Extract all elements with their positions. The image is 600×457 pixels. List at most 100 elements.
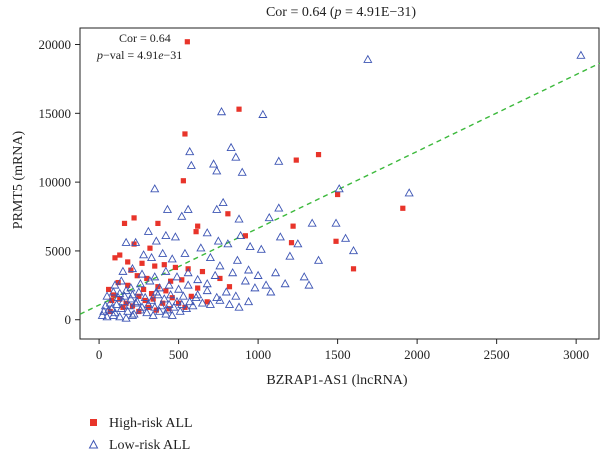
high-risk-point [109, 297, 115, 304]
low-risk-point [172, 296, 182, 306]
y-axis-label: PRMT5 (mRNA) [11, 130, 26, 229]
regression-line [79, 62, 600, 315]
high-risk-point [236, 106, 242, 112]
high-risk-point [172, 264, 179, 271]
high-risk-point [290, 223, 296, 229]
high-risk-point [121, 220, 128, 227]
low-risk-point [174, 284, 184, 293]
y-tick-label: 10000 [39, 175, 72, 190]
low-risk-point [576, 50, 586, 59]
low-risk-point [142, 307, 152, 317]
low-risk-point [150, 184, 160, 193]
low-risk-point [123, 306, 133, 315]
low-risk-point [212, 166, 222, 175]
high-risk-point [225, 211, 231, 217]
low-risk-point [140, 292, 150, 301]
high-risk-point [106, 286, 112, 293]
low-risk-point [212, 204, 222, 213]
legend-label-low-risk: Low-risk ALL [109, 438, 190, 453]
low-risk-point [304, 280, 314, 289]
low-risk-point [183, 204, 193, 213]
low-risk-point [313, 255, 324, 264]
low-risk-point [97, 310, 107, 319]
high-risk-point [179, 277, 185, 283]
low-risk-point [205, 299, 215, 308]
low-risk-point [237, 167, 247, 176]
low-risk-point [127, 310, 138, 319]
low-risk-point [105, 298, 115, 307]
low-risk-point [274, 156, 284, 165]
plot-area [79, 27, 600, 340]
low-risk-point [137, 269, 147, 278]
low-risk-point [299, 272, 309, 281]
high-risk-point [335, 191, 341, 198]
low-risk-point [231, 152, 241, 161]
high-risk-point [195, 223, 201, 229]
low-risk-point [124, 301, 134, 310]
low-risk-point [231, 291, 241, 300]
low-risk-point [243, 296, 254, 306]
low-risk-point [266, 287, 276, 296]
low-risk-point [226, 142, 236, 151]
low-risk-point [108, 310, 118, 319]
low-risk-point [236, 230, 246, 240]
low-risk-point [334, 184, 344, 193]
low-risk-point [104, 305, 114, 314]
low-risk-point [162, 204, 173, 213]
high-risk-point [242, 233, 248, 239]
low-risk-point [340, 233, 351, 242]
high-risk-point [136, 308, 142, 315]
x-tick-label: 2000 [404, 347, 430, 362]
y-tick-label: 0 [65, 312, 72, 327]
low-risk-point [143, 299, 153, 308]
low-risk-point [151, 287, 161, 296]
low-risk-point [180, 248, 190, 257]
low-risk-point [240, 276, 250, 285]
high-risk-point [175, 300, 182, 306]
low-risk-point [113, 292, 123, 301]
low-risk-point [186, 160, 196, 169]
low-risk-point [274, 203, 284, 212]
x-tick-label: 3000 [563, 347, 589, 362]
high-risk-point [134, 273, 140, 279]
high-risk-point [350, 266, 357, 272]
low-risk-point [209, 159, 219, 168]
y-tick-label: 5000 [45, 243, 71, 258]
x-tick-label: 0 [96, 347, 103, 362]
high-risk-point [131, 241, 137, 247]
high-risk-point [184, 39, 190, 45]
low-risk-point [139, 250, 149, 259]
high-risk-point [148, 290, 155, 297]
legend: High-risk ALL Low-risk ALL [88, 416, 193, 453]
high-risk-point [204, 299, 210, 305]
low-risk-point [285, 251, 295, 260]
y-axis-ticks: 0 5000 10000 15000 20000 [39, 37, 80, 327]
chart-title: Cor = 0.64 (p = 4.91E−31) [266, 5, 416, 20]
low-risk-point [150, 272, 160, 281]
low-risk-point [177, 299, 187, 308]
low-risk-point [210, 270, 220, 279]
low-risk-point [188, 301, 198, 310]
low-risk-point [151, 236, 161, 245]
low-risk-point [205, 252, 215, 262]
low-risk-point [112, 299, 122, 308]
low-risk-point [191, 292, 201, 301]
low-risk-point [102, 291, 112, 300]
high-risk-point [400, 205, 406, 211]
low-risk-point [116, 303, 126, 312]
low-risk-point [212, 292, 222, 301]
high-risk-point [293, 157, 299, 163]
x-tick-label: 2500 [484, 347, 510, 362]
low-risk-point [134, 287, 144, 296]
legend-marker-low-risk [88, 439, 99, 449]
high-risk-point [139, 260, 145, 266]
low-risk-point [234, 214, 244, 223]
low-risk-point [275, 232, 285, 241]
low-risk-point [228, 268, 238, 277]
high-risk-point [180, 178, 186, 184]
low-risk-point [232, 255, 242, 264]
legend-marker-high-risk [90, 419, 97, 426]
low-risk-point [102, 312, 112, 321]
high-risk-point [315, 152, 322, 158]
